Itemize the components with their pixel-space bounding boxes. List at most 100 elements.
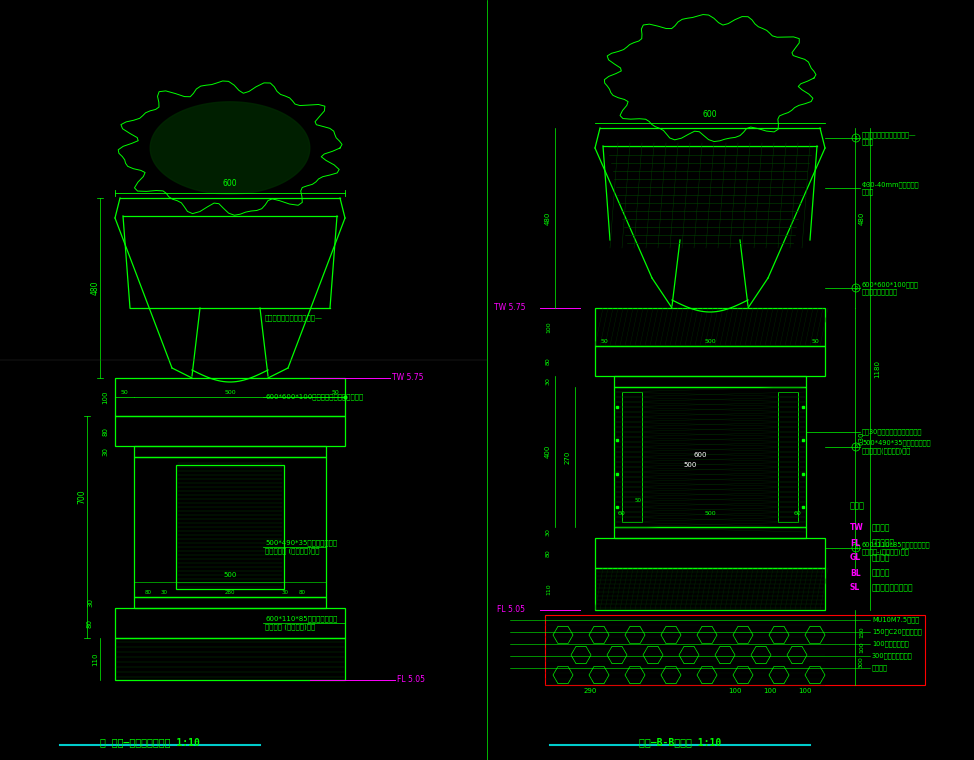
Bar	[595, 568, 825, 610]
Text: TW 5.75: TW 5.75	[392, 373, 424, 382]
Text: 30: 30	[546, 528, 551, 537]
Text: 水面标高: 水面标高	[872, 553, 890, 562]
Text: 480: 480	[91, 280, 99, 295]
Text: 600*110*85廂及米黄亚光光
面花冈岘 (异形加工)贴面: 600*110*85廂及米黄亚光光 面花冈岘 (异形加工)贴面	[265, 616, 337, 630]
Text: SL: SL	[850, 584, 860, 593]
Text: 30: 30	[102, 447, 108, 456]
Text: 图例：: 图例：	[850, 501, 865, 510]
Text: 500*490*35廂及米黄亚光面
异形花冈岘(异形加工)贴面: 500*490*35廂及米黄亚光面 异形花冈岘(异形加工)贴面	[862, 440, 930, 454]
Text: 100: 100	[799, 688, 811, 694]
Text: 480: 480	[859, 211, 865, 225]
Text: 80: 80	[87, 619, 93, 628]
Bar	[115, 416, 345, 446]
Text: 4: 4	[854, 546, 857, 550]
Text: 预堉30雨水管（接就近雨水井）: 预堉30雨水管（接就近雨水井）	[862, 428, 922, 435]
Text: 150: 150	[859, 627, 864, 638]
Text: 30: 30	[281, 590, 288, 595]
Text: 30: 30	[546, 378, 551, 385]
Text: 300廂级配砂石基层: 300廂级配砂石基层	[872, 653, 913, 660]
Bar	[115, 608, 345, 638]
Text: 300: 300	[859, 657, 864, 668]
Text: 顶板粘结光滑面标高: 顶板粘结光滑面标高	[872, 584, 914, 593]
Text: 50: 50	[634, 498, 642, 503]
Text: 700: 700	[78, 489, 87, 505]
Text: 150厘C20钉筋砥基础: 150厘C20钉筋砥基础	[872, 629, 921, 635]
Text: 290: 290	[583, 688, 597, 694]
Text: 素土夯实: 素土夯实	[872, 665, 888, 671]
Text: GL: GL	[850, 553, 861, 562]
Text: 600: 600	[223, 179, 238, 188]
Text: 30: 30	[161, 590, 168, 595]
Text: FL 5.05: FL 5.05	[397, 676, 425, 685]
Text: 270: 270	[565, 451, 571, 464]
Text: 400: 400	[545, 445, 551, 458]
Text: 60: 60	[618, 511, 626, 516]
Text: 80: 80	[546, 549, 551, 557]
Bar	[115, 378, 345, 416]
Text: 500: 500	[224, 390, 236, 395]
Bar	[134, 446, 326, 457]
Text: 630: 630	[859, 431, 865, 445]
Text: MU10M7.5砖砂体: MU10M7.5砖砂体	[872, 616, 919, 623]
Text: 挡墙—B-B剪面图 1:10: 挡墙—B-B剪面图 1:10	[639, 737, 721, 747]
Text: TW 5.75: TW 5.75	[494, 303, 525, 312]
Bar	[614, 387, 806, 527]
Text: 30: 30	[87, 598, 93, 607]
Text: 600*110*85廂及米黄亚光光
面花冈岘-(异形加工)贴面: 600*110*85廂及米黄亚光光 面花冈岘-(异形加工)贴面	[862, 541, 930, 555]
Bar	[115, 638, 345, 680]
Bar	[595, 308, 825, 346]
Text: 80: 80	[546, 357, 551, 365]
Text: 600: 600	[693, 452, 707, 458]
Text: 110: 110	[546, 583, 551, 595]
Text: 280: 280	[225, 590, 236, 595]
Text: 80: 80	[298, 590, 306, 595]
Text: 100: 100	[729, 688, 742, 694]
Bar	[778, 392, 798, 522]
Text: FL 5.05: FL 5.05	[497, 606, 525, 615]
Text: 50: 50	[601, 339, 609, 344]
Bar	[545, 615, 925, 685]
Text: 100: 100	[859, 641, 864, 654]
Text: 80: 80	[144, 590, 152, 595]
Text: 100廂碎石拨平层: 100廂碎石拨平层	[872, 641, 909, 648]
Text: 6: 6	[854, 445, 857, 449]
Text: 500: 500	[704, 339, 716, 344]
Text: TW: TW	[850, 524, 864, 533]
Text: 600*600*100厘及米黄亚光面花冈岘压顶: 600*600*100厘及米黄亚光面花冈岘压顶	[265, 394, 363, 401]
Text: 埸及米黄亚光面花冈岘花钒—
种植土: 埸及米黄亚光面花冈岘花钒— 种植土	[862, 131, 917, 145]
Bar	[595, 538, 825, 568]
Polygon shape	[150, 102, 310, 195]
Text: 100: 100	[546, 321, 551, 333]
Text: 埸及米黄亚光面花冈岘花钒—: 埸及米黄亚光面花冈岘花钒—	[265, 315, 323, 321]
Text: 80: 80	[102, 426, 108, 435]
Text: 500: 500	[223, 572, 237, 578]
Text: 水底标高: 水底标高	[872, 568, 890, 578]
Text: 500: 500	[704, 511, 716, 516]
Text: 50: 50	[121, 390, 129, 395]
Text: 完成面标高: 完成面标高	[872, 539, 895, 547]
Text: 1180: 1180	[874, 360, 880, 378]
Text: 600*600*100廂及米
黄亚光面花冈岘压顶: 600*600*100廂及米 黄亚光面花冈岘压顶	[862, 281, 918, 295]
Text: Φ30-40mm陶粒滤水层
滤水网: Φ30-40mm陶粒滤水层 滤水网	[862, 181, 919, 195]
Text: 居境标高: 居境标高	[872, 524, 890, 533]
Bar	[134, 457, 326, 597]
Bar	[176, 465, 284, 589]
Bar	[614, 527, 806, 538]
Text: FL: FL	[850, 539, 860, 547]
Text: 100: 100	[764, 688, 776, 694]
Text: 500*490*35廂及米黄亚光面
异形花冈岘 (异形加工)贴面: 500*490*35廂及米黄亚光面 异形花冈岘 (异形加工)贴面	[265, 540, 337, 554]
Bar	[614, 376, 806, 387]
Text: 2: 2	[854, 286, 857, 290]
Text: 100: 100	[102, 390, 108, 404]
Text: BL: BL	[850, 568, 861, 578]
Text: 110: 110	[92, 652, 98, 666]
Text: 600: 600	[702, 110, 717, 119]
Text: 50: 50	[331, 390, 339, 395]
Text: ① 挡墙—柱墓立面大样图 1:10: ① 挡墙—柱墓立面大样图 1:10	[100, 737, 200, 747]
Bar	[134, 597, 326, 608]
Bar	[595, 346, 825, 376]
Text: 50: 50	[811, 339, 819, 344]
Text: 1: 1	[854, 135, 857, 141]
Bar	[622, 392, 642, 522]
Text: 500: 500	[684, 462, 696, 468]
